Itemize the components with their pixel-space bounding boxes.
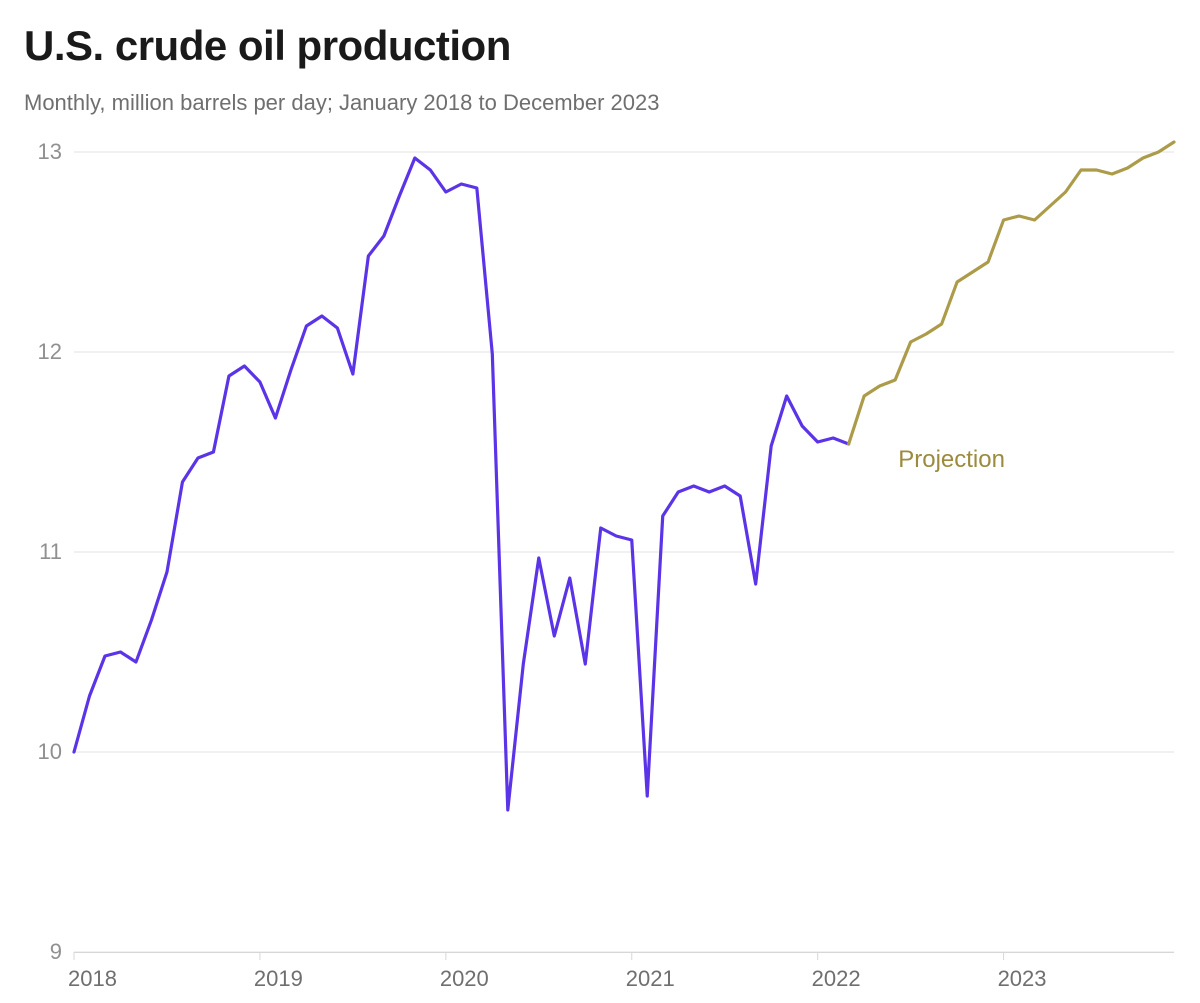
x-tick-label: 2022	[812, 966, 861, 992]
projection-annotation: Projection	[898, 446, 1005, 474]
x-tick-label: 2021	[626, 966, 675, 992]
y-tick-label: 10	[24, 739, 62, 765]
chart-subtitle: Monthly, million barrels per day; Januar…	[24, 90, 1176, 116]
chart-title: U.S. crude oil production	[24, 22, 1176, 70]
y-tick-label: 12	[24, 339, 62, 365]
x-tick-label: 2020	[440, 966, 489, 992]
y-tick-label: 11	[24, 539, 62, 565]
x-tick-label: 2023	[998, 966, 1047, 992]
x-tick-label: 2019	[254, 966, 303, 992]
y-tick-label: 9	[24, 939, 62, 965]
chart-area: 9 10 11 12 13 2018 2019 2020 2021 2022 2023 Proje…	[24, 132, 1176, 992]
line-chart-svg	[24, 132, 1176, 992]
y-tick-label: 13	[24, 139, 62, 165]
x-tick-label: 2018	[68, 966, 117, 992]
series-projection	[849, 142, 1174, 444]
series-historical	[74, 158, 849, 810]
